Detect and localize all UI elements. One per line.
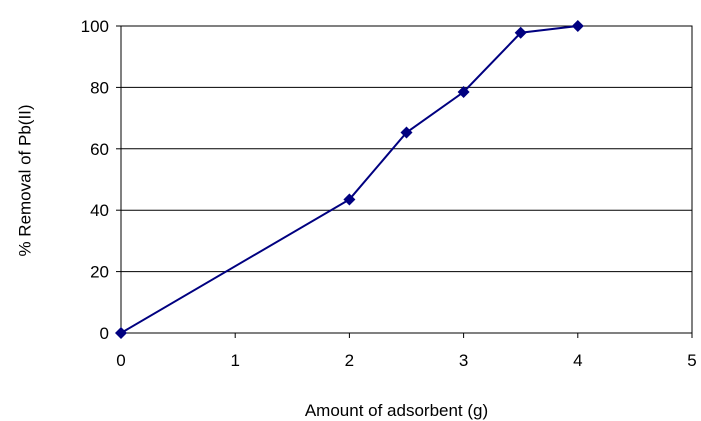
y-axis-tick-labels: 0 20 40 60 80 100 (81, 17, 109, 343)
y-tick-label-40: 40 (90, 201, 109, 220)
x-tick-label-3: 3 (459, 351, 468, 370)
data-point-5 (572, 20, 584, 32)
x-tick-label-2: 2 (345, 351, 354, 370)
y-axis-title: % Removal of Pb(II) (15, 104, 34, 256)
x-tick-label-5: 5 (687, 351, 696, 370)
data-point-0 (115, 327, 127, 339)
series-layer (115, 20, 584, 339)
plot-area-frame (121, 26, 692, 333)
y-tick-label-100: 100 (81, 17, 109, 36)
y-tick-label-20: 20 (90, 263, 109, 282)
x-tick-label-0: 0 (116, 351, 125, 370)
gridlines (121, 26, 692, 272)
x-axis-title: Amount of adsorbent (g) (305, 401, 488, 420)
x-tick-label-4: 4 (573, 351, 582, 370)
x-axis-tick-labels: 0 1 2 3 4 5 (116, 351, 696, 370)
y-tick-label-0: 0 (100, 324, 109, 343)
y-tick-label-80: 80 (90, 78, 109, 97)
y-tick-label-60: 60 (90, 140, 109, 159)
series-0-line (121, 26, 578, 333)
axis-ticks (116, 26, 692, 338)
x-tick-label-1: 1 (230, 351, 239, 370)
